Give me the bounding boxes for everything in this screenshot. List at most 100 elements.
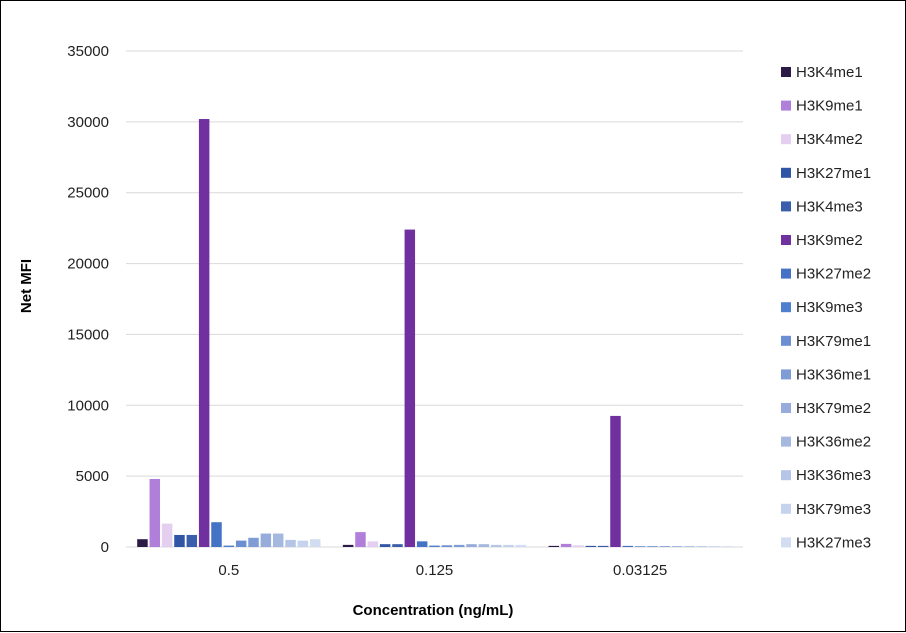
bar — [441, 545, 453, 547]
legend-swatch — [781, 537, 791, 548]
legend-item: H3K79me1 — [781, 333, 871, 350]
legend-item: H3K9me3 — [781, 299, 863, 316]
bar — [416, 541, 428, 547]
legend-item: H3K4me2 — [781, 131, 863, 148]
bar — [490, 544, 502, 547]
y-axis-ticks: 35000 30000 25000 20000 15000 10000 5000 0 — [67, 43, 109, 556]
legend-swatch — [781, 369, 791, 380]
bar — [272, 533, 284, 547]
legend-label: H3K4me2 — [796, 131, 863, 148]
legend-swatch — [781, 67, 791, 77]
legend-item: H3K36me3 — [781, 467, 871, 484]
y-tick-label: 20000 — [67, 256, 109, 273]
bar — [404, 229, 416, 547]
bar — [137, 539, 148, 547]
legend-item: H3K27me3 — [781, 534, 871, 551]
legend-swatch — [781, 201, 791, 212]
legend-item: H3K9me1 — [781, 98, 863, 115]
legend-swatch — [781, 268, 791, 279]
y-tick-label: 10000 — [67, 397, 109, 414]
y-tick-label: 25000 — [67, 185, 109, 202]
legend-label: H3K27me3 — [796, 534, 871, 551]
legend-swatch — [781, 335, 791, 346]
x-tick-label: 0.03125 — [613, 562, 667, 579]
legend-swatch — [781, 167, 791, 178]
bar — [560, 543, 572, 547]
bar — [379, 544, 391, 547]
bar — [186, 534, 198, 547]
bar — [721, 546, 732, 547]
legend-label: H3K4me3 — [796, 198, 863, 215]
legend: H3K4me1 H3K9me1 H3K4me2 H3K27me1 H3K4me3 H3K9… — [781, 64, 871, 551]
bar — [260, 533, 272, 547]
legend-label: H3K27me2 — [796, 266, 871, 283]
legend-label: H3K4me1 — [796, 64, 863, 81]
x-tick-label: 0.125 — [416, 562, 454, 579]
legend-swatch — [781, 235, 791, 245]
legend-item: H3K27me2 — [781, 266, 871, 283]
bar — [597, 545, 609, 547]
bars — [137, 119, 732, 547]
bar — [548, 545, 560, 547]
bar — [392, 544, 403, 547]
x-axis-ticks: 0.5 0.125 0.03125 — [218, 562, 667, 579]
legend-item: H3K36me1 — [781, 366, 871, 383]
legend-label: H3K36me3 — [796, 467, 871, 484]
legend-item: H3K4me3 — [781, 198, 863, 215]
bar — [466, 544, 477, 547]
legend-label: H3K36me2 — [796, 434, 871, 451]
bar — [622, 545, 634, 547]
y-tick-label: 5000 — [76, 468, 109, 485]
y-axis-title: Net MFI — [18, 259, 35, 313]
bar — [223, 545, 235, 547]
x-axis-title: Concentration (ng/mL) — [353, 602, 514, 619]
bar — [610, 415, 621, 547]
bar — [174, 534, 185, 547]
bar — [161, 523, 173, 547]
x-tick-label: 0.5 — [218, 562, 239, 579]
bar — [671, 546, 683, 547]
gridlines — [126, 50, 743, 477]
legend-item: H3K36me2 — [781, 434, 871, 451]
y-tick-label: 0 — [101, 539, 109, 556]
bar — [285, 539, 296, 547]
legend-label: H3K36me1 — [796, 366, 871, 383]
y-tick-label: 15000 — [67, 326, 109, 343]
bar — [573, 545, 584, 547]
bar — [659, 546, 671, 547]
legend-swatch — [781, 134, 791, 145]
bar — [585, 545, 597, 547]
bar — [429, 545, 440, 547]
bar — [453, 544, 465, 547]
bar — [235, 540, 247, 547]
bar — [367, 541, 379, 547]
legend-label: H3K9me2 — [796, 232, 863, 249]
legend-item: H3K9me2 — [781, 232, 863, 249]
bar — [355, 532, 366, 547]
legend-item: H3K4me1 — [781, 64, 863, 81]
legend-swatch — [781, 100, 791, 111]
legend-label: H3K9me3 — [796, 299, 863, 316]
bar — [211, 522, 222, 547]
bar — [297, 540, 309, 547]
y-tick-label: 35000 — [67, 43, 109, 60]
legend-label: H3K9me1 — [796, 98, 863, 115]
bar — [309, 539, 321, 547]
legend-label: H3K79me3 — [796, 501, 871, 518]
bar — [478, 544, 490, 547]
bar — [708, 546, 720, 547]
bar — [647, 546, 658, 547]
legend-swatch — [781, 302, 791, 313]
bar — [503, 544, 514, 547]
bar — [248, 537, 259, 547]
bar — [696, 546, 708, 547]
bar — [198, 119, 210, 547]
bar — [342, 544, 354, 547]
legend-label: H3K79me2 — [796, 400, 871, 417]
y-tick-label: 30000 — [67, 114, 109, 131]
legend-label: H3K79me1 — [796, 333, 871, 350]
legend-swatch — [781, 470, 791, 481]
legend-item: H3K79me2 — [781, 400, 871, 417]
